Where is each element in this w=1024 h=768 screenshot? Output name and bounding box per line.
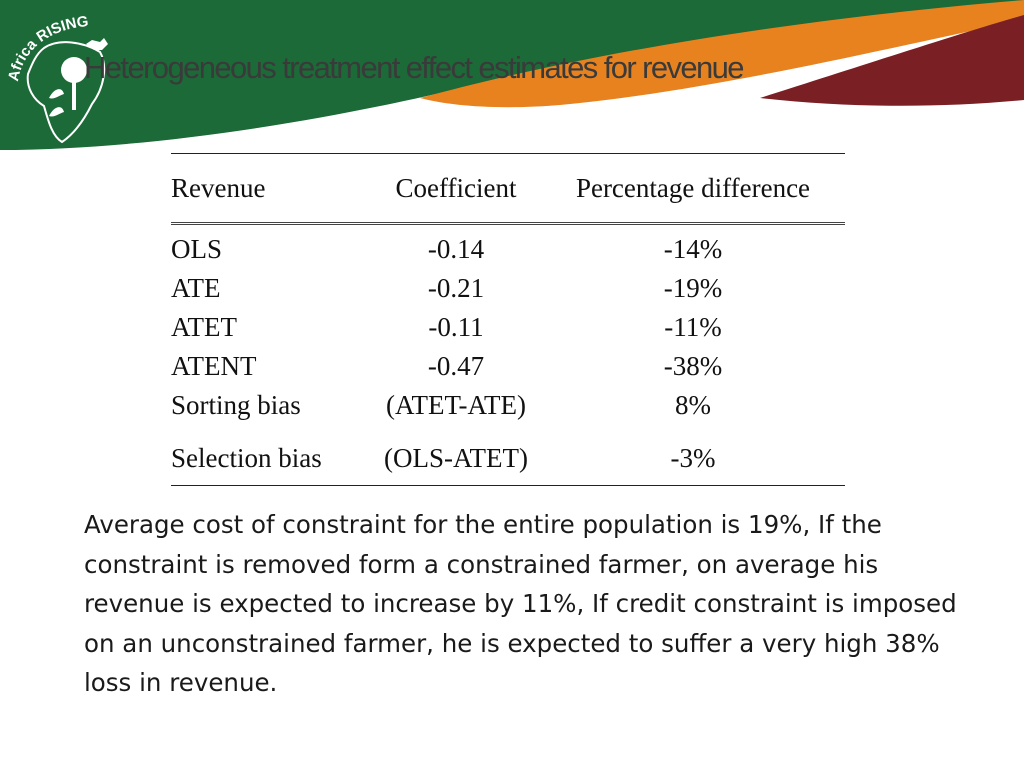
percentage-cell: -19% — [663, 273, 723, 303]
row-label: ATENT — [171, 351, 257, 381]
header-banner — [0, 0, 1024, 150]
table-row: Selection bias (OLS-ATET) -3% — [171, 425, 845, 486]
africa-rising-logo — [26, 38, 108, 144]
col-header-revenue: Revenue — [171, 172, 266, 203]
row-label: Sorting bias — [171, 390, 301, 420]
table-header-row: Revenue Coefficient Percentage differenc… — [171, 153, 845, 224]
logo-text: Africa RISING — [4, 10, 114, 90]
logo-word-rising: RISING — [33, 13, 89, 46]
coefficient-cell: -0.47 — [427, 351, 485, 381]
row-label: Selection bias — [171, 442, 322, 473]
table-row: OLS -0.14 -14% — [171, 224, 845, 270]
row-label: ATET — [171, 312, 237, 342]
percentage-cell: 8% — [675, 390, 711, 420]
col-header-percentage-difference: Percentage difference — [575, 172, 811, 203]
coefficient-cell: (OLS-ATET) — [384, 442, 528, 473]
coefficient-cell: (ATET-ATE) — [386, 390, 526, 420]
slide-title: Heterogeneous treatment effect estimates… — [84, 50, 745, 85]
row-label: ATE — [171, 273, 221, 303]
percentage-cell: -38% — [663, 351, 723, 381]
summary-paragraph: Average cost of constraint for the entir… — [84, 510, 957, 697]
row-label: OLS — [171, 234, 223, 264]
col-header-coefficient: Coefficient — [395, 172, 517, 203]
coefficient-cell: -0.21 — [427, 273, 485, 303]
table-row: ATE -0.21 -19% — [171, 269, 845, 308]
logo-text-arc: Africa RISING — [5, 13, 89, 83]
percentage-cell: -3% — [670, 442, 716, 473]
table-row: ATENT -0.47 -38% — [171, 347, 845, 386]
table-row: Sorting bias (ATET-ATE) 8% — [171, 386, 845, 425]
estimates-table: Revenue Coefficient Percentage differenc… — [171, 153, 845, 486]
svg-text:Africa RISING: Africa RISING — [5, 13, 89, 83]
percentage-cell: -14% — [663, 234, 723, 264]
table-row: ATET -0.11 -11% — [171, 308, 845, 347]
coefficient-cell: -0.14 — [427, 234, 485, 264]
coefficient-cell: -0.11 — [428, 312, 484, 342]
percentage-cell: -11% — [664, 312, 722, 342]
logo-word-africa: Africa — [5, 36, 41, 83]
